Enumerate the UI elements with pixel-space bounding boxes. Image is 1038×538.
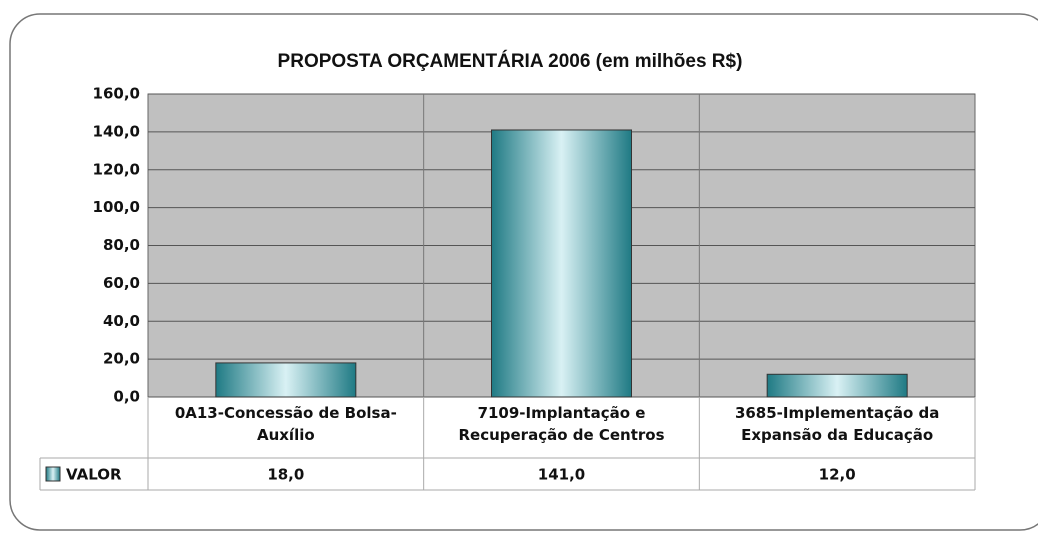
- x-tick-label: 0A13-Concessão de Bolsa-Auxílio: [174, 404, 397, 444]
- table-value: 141,0: [538, 466, 585, 484]
- y-tick-label: 0,0: [113, 388, 140, 406]
- legend-key: [45, 466, 61, 482]
- legend-label: VALOR: [66, 466, 122, 484]
- x-tick-label: 3685-Implementação da Expansão da Educaç…: [734, 404, 940, 444]
- y-tick-label: 120,0: [93, 160, 140, 178]
- y-tick-label: 80,0: [103, 236, 140, 254]
- bar: [766, 373, 908, 398]
- y-tick-label: 140,0: [93, 122, 140, 140]
- table-value: 18,0: [267, 466, 304, 484]
- y-tick-label: 40,0: [103, 312, 140, 330]
- table-value: 12,0: [819, 466, 856, 484]
- bar: [215, 362, 357, 398]
- chart-title: PROPOSTA ORÇAMENTÁRIA 2006 (em milhões R…: [278, 50, 743, 72]
- y-tick-label: 160,0: [93, 85, 140, 103]
- x-tick-label: 7109-Implantação e Recuperação de Centro…: [458, 404, 665, 444]
- bar: [491, 129, 632, 398]
- y-tick-label: 60,0: [103, 274, 140, 292]
- y-tick-label: 100,0: [93, 198, 140, 216]
- y-tick-label: 20,0: [103, 350, 140, 368]
